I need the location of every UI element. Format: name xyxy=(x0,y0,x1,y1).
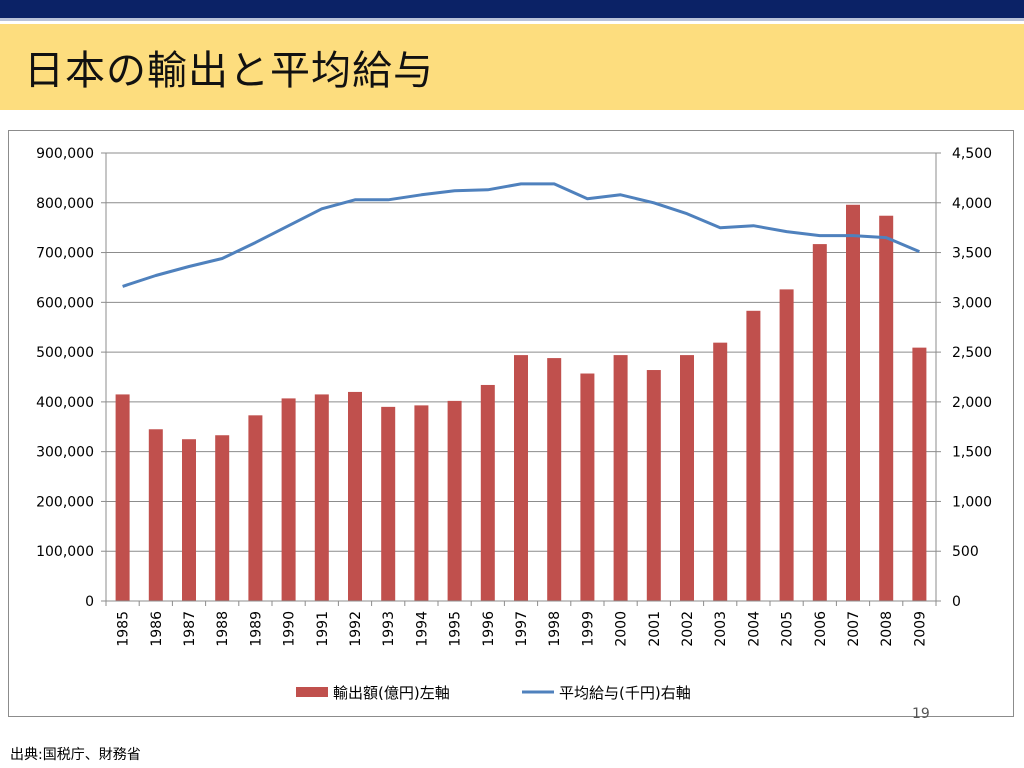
axes xyxy=(101,152,941,606)
right-tick-label: 4,000 xyxy=(952,196,992,212)
bar xyxy=(779,289,794,601)
bar xyxy=(215,435,230,601)
left-tick-label: 800,000 xyxy=(36,196,94,212)
bar xyxy=(480,384,495,601)
slide-title: 日本の輸出と平均給与 xyxy=(24,48,434,94)
right-tick-label: 0 xyxy=(952,594,961,610)
bar xyxy=(447,400,462,601)
bar xyxy=(514,355,528,601)
x-tick-label: 2003 xyxy=(713,611,729,647)
legend-bar-label: 輸出額(億円)左軸 xyxy=(333,684,450,702)
bar xyxy=(912,347,927,601)
left-tick-label: 0 xyxy=(85,594,94,610)
bar xyxy=(115,394,130,601)
bar xyxy=(879,215,894,601)
right-tick-label: 2,000 xyxy=(952,395,992,411)
x-tick-label: 2007 xyxy=(846,611,862,647)
bar xyxy=(348,391,362,601)
x-tick-label: 1987 xyxy=(182,611,198,647)
bar xyxy=(713,342,728,601)
x-tick-label: 1993 xyxy=(381,611,397,647)
left-tick-label: 400,000 xyxy=(36,395,94,411)
left-tick-label: 200,000 xyxy=(36,494,94,510)
left-tick-label: 300,000 xyxy=(36,445,94,461)
left-tick-label: 900,000 xyxy=(36,146,94,162)
bar xyxy=(646,370,661,601)
bar-series xyxy=(115,204,927,602)
x-tick-label: 2009 xyxy=(912,611,928,647)
salary-line xyxy=(122,182,920,288)
left-tick-label: 500,000 xyxy=(36,345,94,361)
title-band xyxy=(0,24,1024,110)
x-tick-label: 1986 xyxy=(149,611,165,647)
right-tick-label: 3,500 xyxy=(952,246,992,262)
x-tick-label: 2004 xyxy=(746,611,762,647)
right-tick-label: 4,500 xyxy=(952,146,992,162)
right-tick-label: 2,500 xyxy=(952,345,992,361)
x-tick-label: 1996 xyxy=(481,611,497,647)
left-axis-ticks: 0 100,000 200,000 300,000 400,000 500,000 600,… xyxy=(36,146,94,610)
top-stripe xyxy=(0,0,1024,18)
bar xyxy=(746,310,761,601)
x-tick-label: 2008 xyxy=(879,611,895,647)
top-stripe-shadow xyxy=(0,18,1024,21)
left-tick-label: 100,000 xyxy=(36,544,94,560)
legend-bar-swatch xyxy=(296,687,328,697)
bar xyxy=(314,394,329,601)
x-tick-label: 1991 xyxy=(315,611,331,647)
x-tick-label: 1992 xyxy=(348,611,364,647)
right-tick-label: 500 xyxy=(952,544,979,560)
x-tick-label: 1997 xyxy=(514,611,530,647)
bar xyxy=(613,355,628,601)
x-tick-label: 2006 xyxy=(813,611,829,647)
bar xyxy=(248,415,263,601)
x-tick-label: 2002 xyxy=(680,611,696,647)
bar xyxy=(281,398,296,601)
bar xyxy=(148,429,163,601)
bar xyxy=(381,406,396,601)
x-tick-label: 1990 xyxy=(282,611,298,647)
x-tick-label: 1988 xyxy=(215,611,231,647)
legend: 輸出額(億円)左軸 平均給与(千円)右軸 xyxy=(296,684,691,702)
right-axis-ticks: 0 500 1,000 1,500 2,000 2,500 3,000 3,500 4,000 4… xyxy=(952,146,992,610)
bar xyxy=(580,373,595,601)
x-tick-label: 1989 xyxy=(248,611,264,647)
x-tick-label: 2000 xyxy=(614,611,630,647)
x-tick-label: 1994 xyxy=(414,611,430,647)
bar xyxy=(846,204,860,601)
legend-line-label: 平均給与(千円)右軸 xyxy=(559,684,691,702)
right-tick-label: 3,000 xyxy=(952,295,992,311)
x-tick-label: 2005 xyxy=(780,611,796,647)
bar xyxy=(414,405,429,601)
x-axis-ticks: 1985 1986 1987 1988 1989 1990 1991 1992 1993 1994… xyxy=(116,611,929,647)
page-number: 19 xyxy=(912,706,930,722)
right-tick-label: 1,500 xyxy=(952,445,992,461)
line-series xyxy=(122,182,920,288)
left-tick-label: 700,000 xyxy=(36,246,94,262)
bar xyxy=(680,355,694,601)
x-tick-label: 2001 xyxy=(647,611,663,647)
right-tick-label: 1,000 xyxy=(952,494,992,510)
x-tick-label: 1998 xyxy=(547,611,563,647)
bar xyxy=(547,358,562,601)
bar xyxy=(182,439,196,601)
bar xyxy=(812,244,827,602)
source-note: 出典:国税庁、財務省 xyxy=(10,747,141,763)
x-tick-label: 1985 xyxy=(116,611,132,647)
left-tick-label: 600,000 xyxy=(36,295,94,311)
x-tick-label: 1999 xyxy=(580,611,596,647)
x-tick-label: 1995 xyxy=(448,611,464,647)
